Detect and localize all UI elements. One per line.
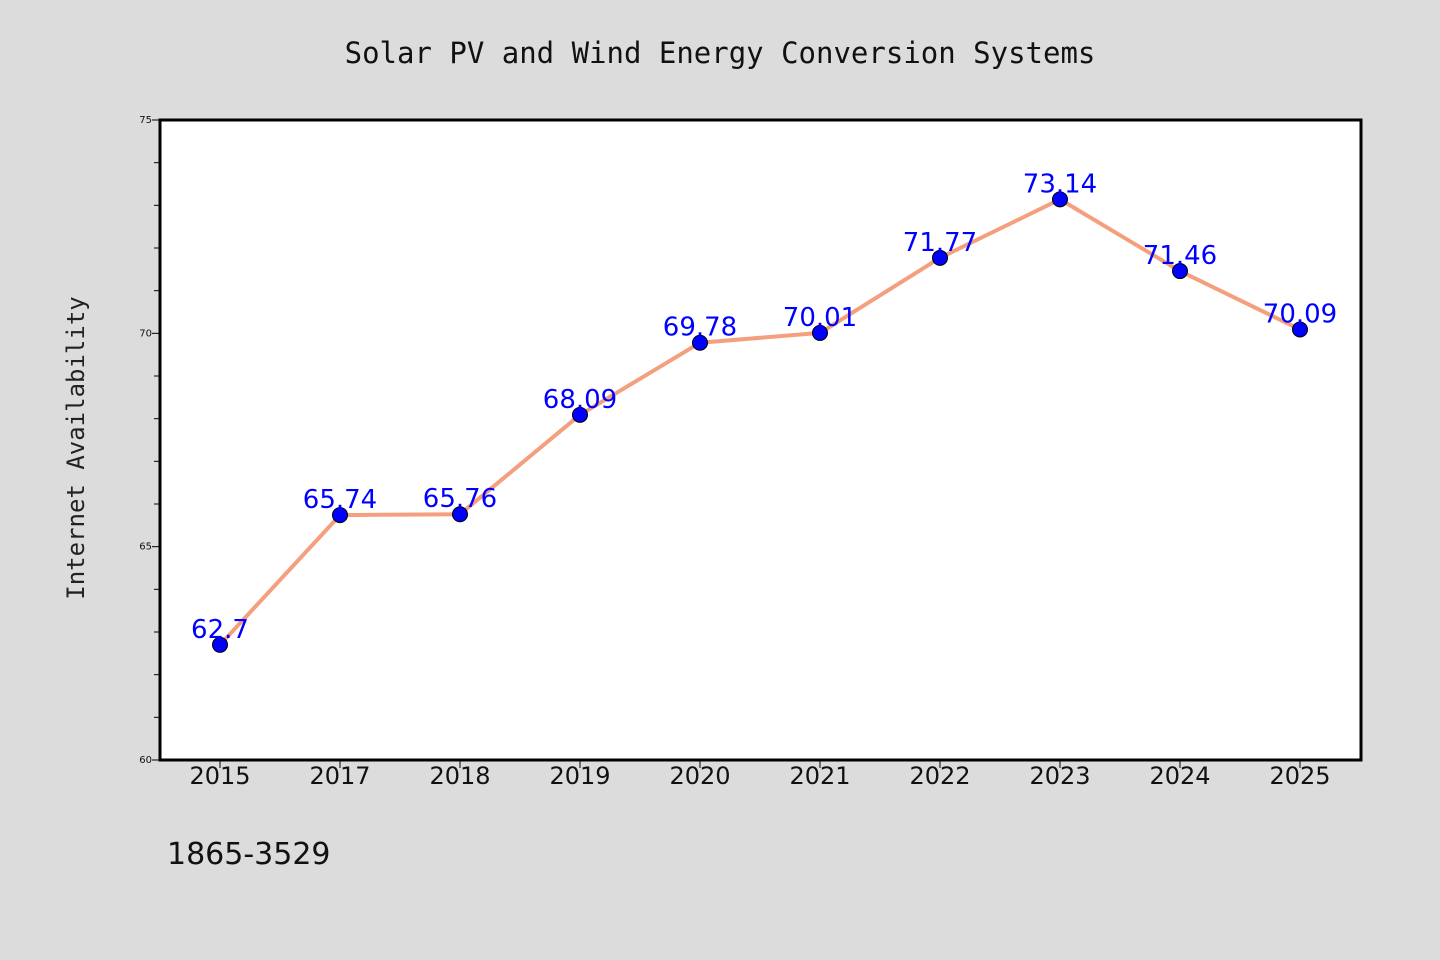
data-label: 62.7 xyxy=(191,615,249,645)
x-tick-label: 2022 xyxy=(909,762,970,790)
x-tick-label: 2024 xyxy=(1149,762,1210,790)
data-point xyxy=(692,334,708,351)
data-label: 70.01 xyxy=(783,303,857,333)
series-line xyxy=(218,197,1301,647)
x-tick-label: 2019 xyxy=(549,762,610,790)
data-labels-layer: 62.7 65.74 65.76 68.09 69.78 70.01 71.77 73.14 7… xyxy=(191,169,1337,644)
data-point xyxy=(1172,263,1188,280)
footnote: 1865-3529 xyxy=(167,837,331,872)
x-tick-label: 2025 xyxy=(1269,762,1330,790)
data-label: 65.76 xyxy=(423,484,497,514)
data-point xyxy=(932,249,948,266)
data-label: 65.74 xyxy=(303,485,377,515)
data-point xyxy=(1292,321,1308,338)
data-label: 69.78 xyxy=(663,313,737,343)
data-label: 73.14 xyxy=(1023,169,1097,199)
data-label: 68.09 xyxy=(543,385,617,415)
y-axis-label: Internet Availability xyxy=(62,296,90,599)
x-tick-label: 2018 xyxy=(429,762,490,790)
data-label: 71.77 xyxy=(903,228,977,258)
y-tick-label: 70 xyxy=(139,328,152,339)
data-point xyxy=(212,636,228,653)
data-point xyxy=(1052,191,1068,208)
x-tick-label: 2021 xyxy=(789,762,850,790)
data-points-layer xyxy=(212,191,1308,653)
x-tick-label: 2015 xyxy=(189,762,250,790)
ticks-layer: 60 65 70 75 2015 2017 2018 2019 2020 2021 2022 2023… xyxy=(139,115,1330,790)
data-point xyxy=(572,406,588,423)
x-tick-label: 2023 xyxy=(1029,762,1090,790)
y-tick-label: 65 xyxy=(139,542,152,553)
y-tick-label: 60 xyxy=(139,755,152,766)
data-label: 70.09 xyxy=(1263,299,1337,329)
x-tick-label: 2020 xyxy=(669,762,730,790)
data-label: 71.46 xyxy=(1143,241,1217,271)
data-point xyxy=(452,506,468,523)
data-point xyxy=(332,507,348,524)
y-tick-label: 75 xyxy=(139,115,152,126)
data-point xyxy=(812,324,828,341)
series-line-layer xyxy=(218,197,1301,647)
x-tick-label: 2017 xyxy=(309,762,370,790)
chart-title: Solar PV and Wind Energy Conversion Syst… xyxy=(345,36,1096,70)
plot-area xyxy=(158,118,1363,762)
